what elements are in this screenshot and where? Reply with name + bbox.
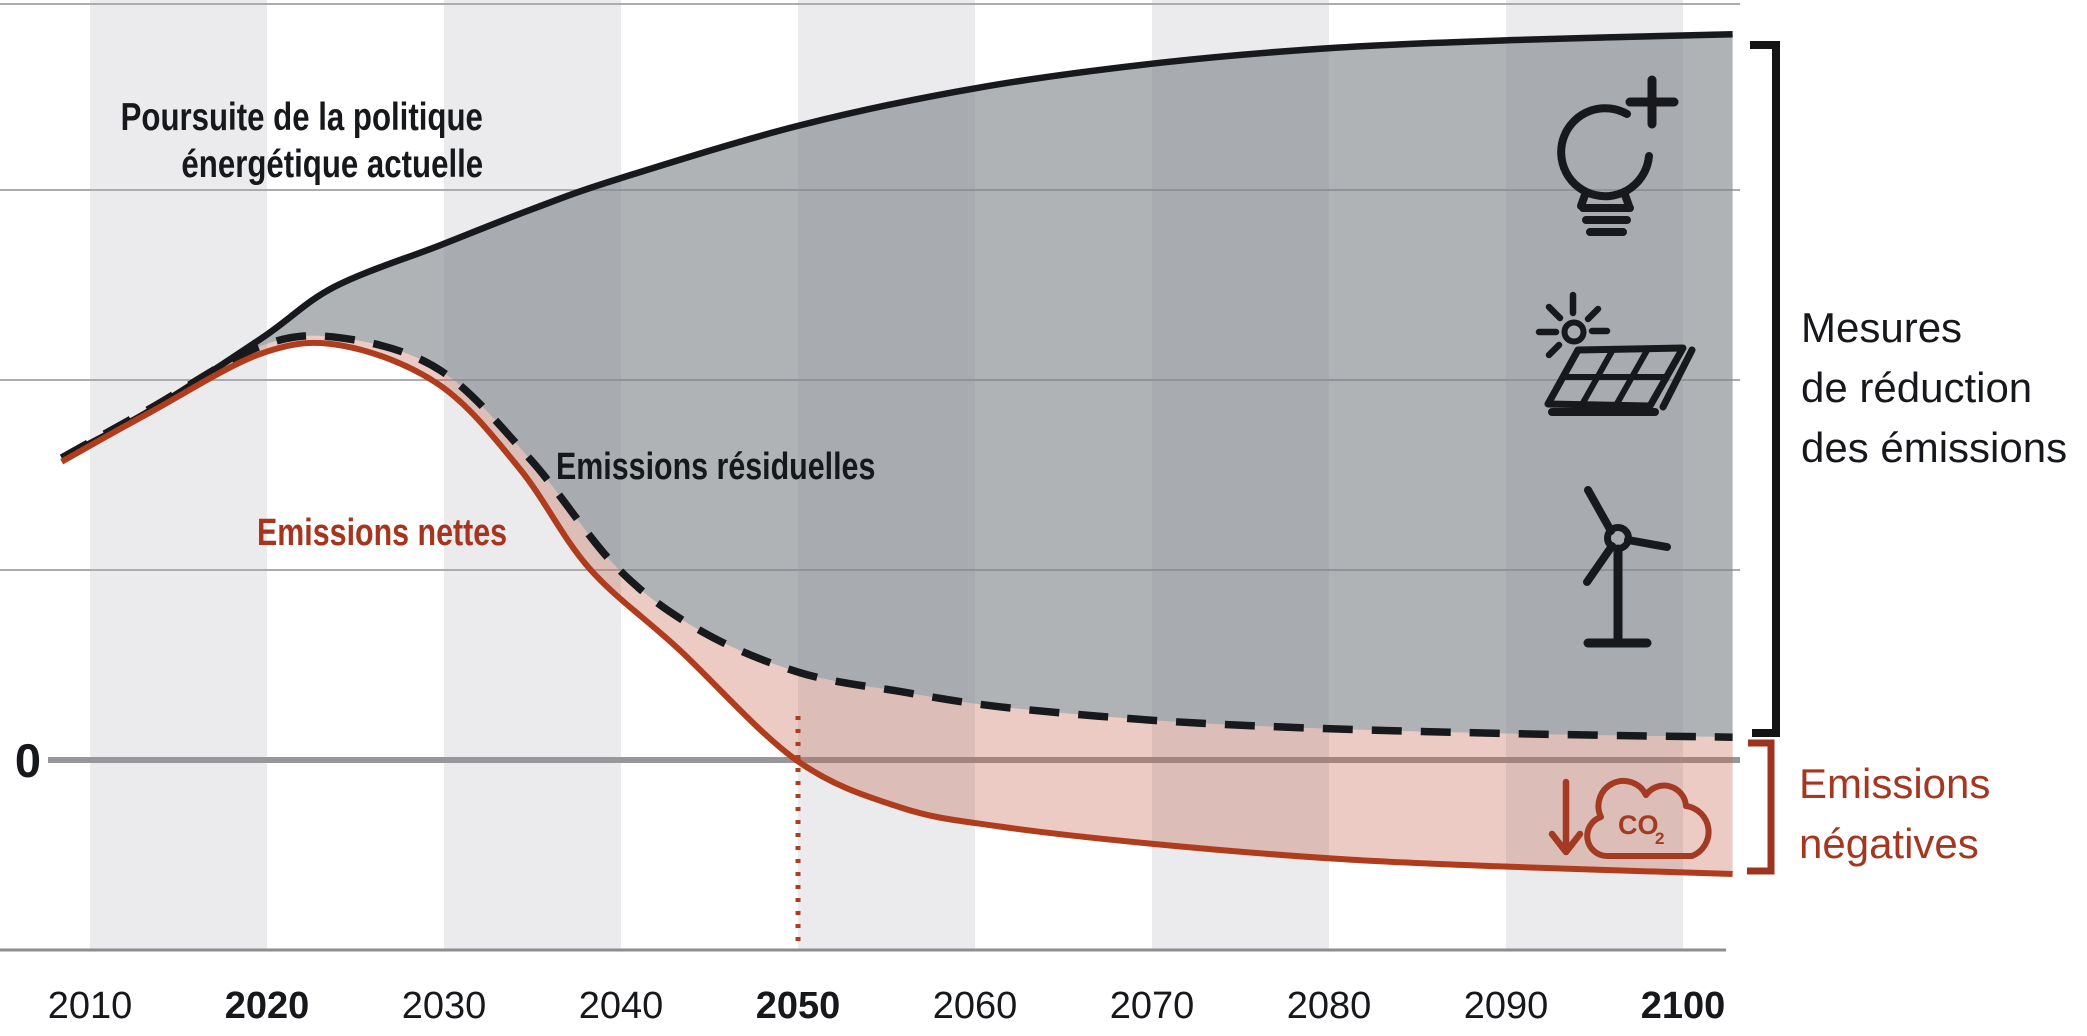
residual-emissions-label: Emissions résiduelles xyxy=(556,446,876,488)
x-axis-label-2020: 2020 xyxy=(224,985,310,1027)
co2-subscript: 2 xyxy=(1655,829,1664,848)
x-axis-label-2090: 2090 xyxy=(1463,985,1549,1027)
current-policy-line1: Poursuite de la politique xyxy=(120,96,483,139)
negative-emissions-label: Emissions négatives xyxy=(1799,760,1991,867)
net-emissions-label: Emissions nettes xyxy=(257,512,508,554)
x-axis-label-2100: 2100 xyxy=(1640,985,1726,1027)
co2-cloud-down-arrow-icon: CO 2 xyxy=(1548,777,1712,859)
x-axis-label-2010: 2010 xyxy=(47,985,133,1027)
wind-turbine-icon xyxy=(1583,486,1671,648)
co2-label: CO xyxy=(1618,810,1659,840)
lightbulb-plus-icon xyxy=(1557,75,1679,236)
negative-emissions-bracket xyxy=(1747,739,1775,875)
x-axis-label-2040: 2040 xyxy=(578,985,664,1027)
solar-panel-sun-icon xyxy=(1535,291,1696,416)
net-emissions-curve xyxy=(60,339,1733,877)
x-axis-label-2080: 2080 xyxy=(1286,985,1372,1027)
reduction-measures-bracket xyxy=(1750,41,1780,737)
reduction-measures-label: Mesures de réduction des émissions xyxy=(1801,304,2068,471)
net-negative-area-fill xyxy=(61,335,1733,874)
current-policy-label: Poursuite de la politique énergétique ac… xyxy=(30,94,483,188)
zero-axis-label: 0 xyxy=(14,734,41,787)
decade-stripe xyxy=(90,0,267,950)
x-axis-label-2030: 2030 xyxy=(401,985,487,1027)
x-axis-label-2050: 2050 xyxy=(755,985,841,1027)
x-axis-label-2060: 2060 xyxy=(932,985,1018,1027)
residual-emissions-curve xyxy=(59,331,1733,741)
x-axis-label-2070: 2070 xyxy=(1109,985,1195,1027)
reduction-area-fill xyxy=(61,34,1733,738)
current-policy-curve xyxy=(60,30,1733,461)
current-policy-line2: énergétique actuelle xyxy=(181,143,483,186)
